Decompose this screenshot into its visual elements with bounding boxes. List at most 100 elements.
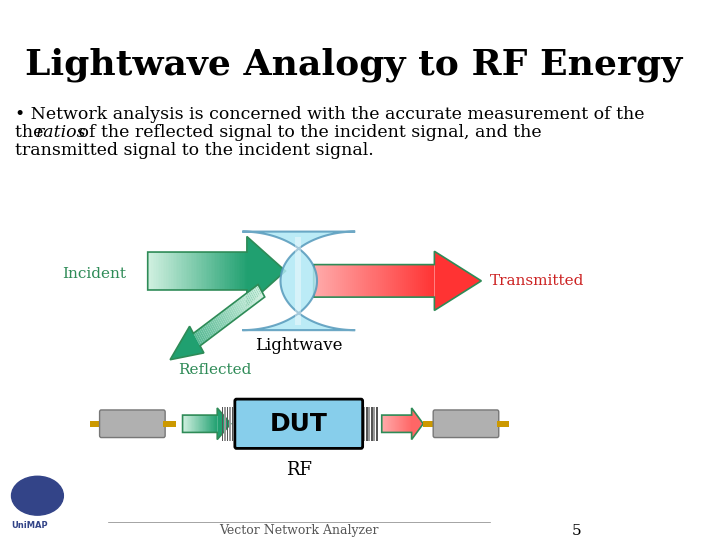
Polygon shape: [153, 252, 154, 290]
Polygon shape: [230, 252, 232, 290]
Polygon shape: [248, 291, 256, 304]
Polygon shape: [213, 318, 221, 331]
Polygon shape: [398, 265, 400, 297]
Polygon shape: [255, 286, 263, 299]
Polygon shape: [181, 252, 182, 290]
Polygon shape: [423, 421, 435, 427]
Polygon shape: [217, 252, 219, 290]
FancyBboxPatch shape: [99, 410, 165, 437]
Polygon shape: [404, 265, 406, 297]
Text: Vector Network Analyzer: Vector Network Analyzer: [219, 524, 379, 537]
Text: Lightwave Analogy to RF Energy: Lightwave Analogy to RF Energy: [25, 48, 682, 82]
Polygon shape: [234, 407, 235, 441]
Polygon shape: [194, 252, 196, 290]
Text: the: the: [15, 124, 49, 141]
Polygon shape: [234, 252, 235, 290]
Polygon shape: [220, 252, 222, 290]
Polygon shape: [240, 296, 248, 310]
Polygon shape: [396, 265, 398, 297]
Polygon shape: [161, 252, 163, 290]
Polygon shape: [224, 407, 226, 441]
Polygon shape: [376, 265, 378, 297]
Polygon shape: [352, 265, 354, 297]
Polygon shape: [228, 307, 235, 320]
Text: RF: RF: [286, 461, 312, 479]
FancyBboxPatch shape: [235, 399, 363, 448]
Polygon shape: [336, 265, 338, 297]
Text: Incident: Incident: [62, 267, 126, 281]
Polygon shape: [234, 301, 242, 315]
Polygon shape: [200, 327, 208, 341]
Polygon shape: [202, 326, 210, 340]
Polygon shape: [426, 265, 428, 297]
Polygon shape: [186, 252, 187, 290]
Polygon shape: [232, 303, 240, 316]
Polygon shape: [392, 265, 394, 297]
Polygon shape: [207, 322, 215, 336]
Polygon shape: [294, 237, 301, 325]
Polygon shape: [330, 265, 332, 297]
Polygon shape: [238, 298, 247, 312]
Polygon shape: [227, 252, 229, 290]
Polygon shape: [224, 309, 233, 322]
Polygon shape: [246, 252, 247, 290]
Polygon shape: [219, 252, 220, 290]
Polygon shape: [221, 312, 229, 325]
Polygon shape: [214, 252, 215, 290]
FancyBboxPatch shape: [433, 410, 499, 437]
Polygon shape: [192, 252, 194, 290]
Polygon shape: [191, 252, 192, 290]
Polygon shape: [390, 265, 392, 297]
Polygon shape: [243, 252, 246, 290]
Polygon shape: [154, 252, 156, 290]
Polygon shape: [334, 265, 336, 297]
Polygon shape: [394, 265, 396, 297]
Polygon shape: [428, 265, 431, 297]
Polygon shape: [211, 319, 220, 333]
Polygon shape: [237, 252, 238, 290]
Polygon shape: [163, 252, 164, 290]
Polygon shape: [418, 265, 420, 297]
Polygon shape: [148, 252, 149, 290]
Polygon shape: [225, 252, 227, 290]
Polygon shape: [348, 265, 350, 297]
Polygon shape: [184, 252, 186, 290]
Polygon shape: [229, 407, 230, 441]
Polygon shape: [227, 407, 228, 441]
Polygon shape: [364, 265, 366, 297]
Polygon shape: [433, 265, 434, 297]
Polygon shape: [207, 252, 209, 290]
Polygon shape: [322, 265, 324, 297]
Polygon shape: [374, 407, 375, 441]
Polygon shape: [413, 265, 414, 297]
Polygon shape: [354, 265, 356, 297]
Polygon shape: [210, 320, 218, 334]
Polygon shape: [240, 252, 242, 290]
Polygon shape: [220, 313, 228, 326]
Polygon shape: [410, 265, 413, 297]
Polygon shape: [159, 252, 161, 290]
Polygon shape: [346, 265, 348, 297]
Polygon shape: [169, 252, 171, 290]
Polygon shape: [356, 265, 358, 297]
Polygon shape: [222, 310, 231, 324]
Text: DUT: DUT: [270, 412, 328, 436]
Polygon shape: [242, 295, 250, 309]
Polygon shape: [208, 321, 216, 335]
Polygon shape: [212, 252, 214, 290]
Polygon shape: [189, 252, 191, 290]
Polygon shape: [182, 252, 184, 290]
Polygon shape: [431, 265, 433, 297]
Polygon shape: [209, 252, 210, 290]
Polygon shape: [315, 265, 318, 297]
Polygon shape: [198, 328, 207, 342]
Polygon shape: [230, 304, 239, 318]
Polygon shape: [164, 252, 166, 290]
Polygon shape: [215, 316, 222, 330]
Polygon shape: [382, 265, 384, 297]
Text: • Network analysis is concerned with the accurate measurement of the: • Network analysis is concerned with the…: [15, 106, 650, 124]
Polygon shape: [251, 288, 260, 302]
Polygon shape: [173, 252, 174, 290]
Polygon shape: [179, 252, 181, 290]
Polygon shape: [350, 265, 352, 297]
